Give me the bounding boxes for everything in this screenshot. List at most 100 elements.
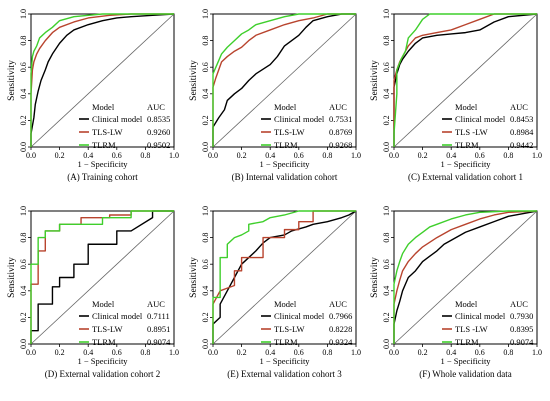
y-tick-label: 0.4 [201,286,210,296]
x-tick-label: 0.8 [140,348,150,357]
y-tick-label: 0.0 [201,339,210,349]
legend-label-tlrm: TLRM [274,140,298,150]
y-tick-label: 1.0 [201,206,210,216]
y-tick-label: 0.8 [19,36,28,46]
x-tick-label: 0.0 [208,151,218,160]
roc-curve-clinical-model [30,210,174,344]
x-axis-label: 1 − Specificity [259,356,310,366]
y-tick-label: 0.2 [19,115,28,125]
y-tick-label: 0.4 [382,286,391,296]
roc-panel-a: 0.0 0.2 0.4 0.6 0.8 1.0 0.0 0.2 0.4 0.6 0.8 1.0 1 − … [7,9,179,182]
roc-curve-tlrm [393,13,537,147]
legend-label-tlrm: TLRM [92,140,116,150]
x-tick-label: 0.0 [389,348,399,357]
legend-header-auc: AUC [510,299,528,309]
y-tick-label: 0.6 [382,259,391,269]
legend-header-auc: AUC [329,102,347,112]
y-tick-label: 0.0 [19,339,28,349]
x-tick-label: 0.2 [418,348,428,357]
roc-curve-tlrm [393,210,537,344]
legend-auc-tlrm: 0.9074 [510,337,534,347]
y-tick-label: 0.4 [201,89,210,99]
y-tick-label: 0.2 [201,312,210,322]
roc-panel-d: 0.0 0.2 0.4 0.6 0.8 1.0 0.0 0.2 0.4 0.6 0.8 1.0 1 − … [7,206,179,379]
legend-label-tls-lw: TLS-LW [92,127,123,137]
y-axis-label: Sensitivity [189,257,199,298]
legend-auc-tls-lw: 0.8769 [329,127,352,137]
legend: Model AUC Clinical model 0.7930 TLS -LW 0.839… [442,299,534,347]
roc-curve-clinical-model [393,210,538,344]
diagonal-reference-line [212,210,357,345]
y-tick-label: 1.0 [382,9,391,19]
x-tick-label: 0.8 [503,151,513,160]
y-tick-label: 0.0 [201,142,210,152]
legend-header-model: Model [274,299,297,309]
legend-auc-clinical-model: 0.8535 [147,114,170,124]
y-tick-label: 0.2 [382,115,391,125]
roc-curve-tls-lw [212,210,356,344]
y-tick-label: 0.6 [19,62,28,72]
legend-header-model: Model [92,299,115,309]
legend-auc-tls-lw: 0.8395 [510,324,533,334]
legend-label-tls-lw: TLS-LW [92,324,123,334]
x-tick-label: 0.6 [475,348,485,357]
x-tick-label: 0.4 [83,151,93,160]
x-axis-label: 1 − Specificity [77,159,128,169]
y-tick-label: 0.6 [201,259,210,269]
legend-label-clinical-model: Clinical model [274,311,325,321]
x-tick-label: 0.8 [322,151,332,160]
legend-label-tls-lw: TLS-LW [274,127,305,137]
x-tick-label: 1.0 [351,348,361,357]
x-tick-label: 0.4 [83,348,93,357]
x-tick-label: 1.0 [532,151,542,160]
x-tick-label: 0.8 [140,151,150,160]
panel-caption: (B) Internal validation cohort [232,172,338,182]
legend-auc-tls-lw: 0.8228 [329,324,352,334]
legend-auc-tls-lw: 0.8951 [147,324,170,334]
y-tick-label: 0.0 [382,142,391,152]
x-tick-label: 1.0 [351,151,361,160]
legend-header-model: Model [455,299,478,309]
y-tick-label: 1.0 [201,9,210,19]
legend-auc-tlrm: 0.9324 [329,337,353,347]
y-tick-label: 0.6 [19,259,28,269]
legend-label-tlrm: TLRM [455,140,479,150]
legend-auc-tls-lw: 0.8984 [510,127,534,137]
legend-header-auc: AUC [329,299,347,309]
diagonal-reference-line [30,13,175,148]
legend: Model AUC Clinical model 0.8535 TLS-LW 0.9260… [79,102,170,150]
legend-label-tlrm: TLRM [274,337,298,347]
y-tick-label: 0.8 [201,233,210,243]
x-tick-label: 0.2 [237,348,247,357]
x-tick-label: 0.4 [446,348,456,357]
legend-auc-clinical-model: 0.7930 [510,311,533,321]
x-tick-label: 1.0 [169,151,179,160]
x-tick-label: 0.6 [112,348,122,357]
y-axis-label: Sensitivity [189,60,199,101]
x-axis-label: 1 − Specificity [440,356,491,366]
legend-header-model: Model [455,102,478,112]
legend: Model AUC Clinical model 0.8453 TLS -LW 0.898… [442,102,534,150]
legend-label-clinical-model: Clinical model [92,114,143,124]
diagonal-reference-line [393,210,538,345]
x-tick-label: 0.0 [26,151,36,160]
roc-curve-tls-lw [30,13,174,147]
roc-curve-clinical-model [30,13,175,147]
legend-label-tls-lw: TLS -LW [455,324,488,334]
panel-caption: (E) External validation cohort 3 [227,369,342,379]
panel-caption: (F) Whole validation data [419,369,512,379]
y-tick-label: 0.4 [382,89,391,99]
legend-auc-clinical-model: 0.8453 [510,114,533,124]
y-axis-label: Sensitivity [370,60,380,101]
y-tick-label: 0.6 [201,62,210,72]
legend-auc-clinical-model: 0.7111 [147,311,170,321]
x-tick-label: 0.6 [294,151,304,160]
x-tick-label: 0.8 [503,348,513,357]
legend-auc-tlrm: 0.9502 [147,140,170,150]
y-tick-label: 0.2 [201,115,210,125]
y-axis-label: Sensitivity [370,257,380,298]
x-axis-label: 1 − Specificity [259,159,310,169]
legend-auc-clinical-model: 0.7966 [329,311,352,321]
roc-curve-tls-lw [212,13,356,147]
x-axis-label: 1 − Specificity [440,159,491,169]
